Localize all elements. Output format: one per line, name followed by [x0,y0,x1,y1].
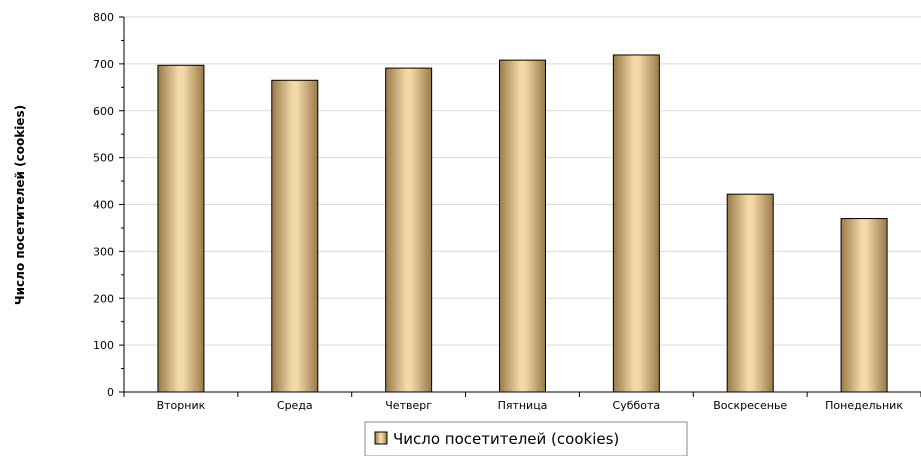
y-tick-label: 800 [93,11,114,24]
legend-swatch [374,431,388,445]
y-tick-label: 300 [93,245,114,258]
x-tick-label: Воскресенье [713,399,787,412]
x-tick-label: Пятница [498,399,548,412]
y-tick-label: 700 [93,58,114,71]
x-tick-label: Суббота [613,399,661,412]
y-tick-label: 400 [93,199,114,212]
x-tick-label: Четверг [385,399,432,412]
y-tick-label: 500 [93,152,114,165]
bar-3 [385,67,433,393]
bar-7 [840,218,888,393]
y-tick-label: 100 [93,339,114,352]
legend: Число посетителей (cookies) [364,421,688,456]
y-tick-label: 600 [93,105,114,118]
tick-labels: 0 100 200 300 400 500 600 700 800 Вторник Среда Чет… [93,11,903,412]
x-tick-label: Среда [277,399,313,412]
y-axis-label: Число посетителей (cookies) [13,105,27,305]
bar-5 [612,54,660,393]
legend-box [364,421,688,456]
legend-label: Число посетителей (cookies) [393,430,619,448]
bar-4 [499,59,546,393]
y-tick-label: 200 [93,292,114,305]
bar-2 [271,79,319,393]
y-tick-label: 0 [107,386,114,399]
x-tick-label: Понедельник [825,399,903,412]
bar-1 [157,64,205,393]
x-tick-label: Вторник [157,399,206,412]
bars [157,54,888,393]
bar-6 [726,193,774,393]
axes [119,16,921,397]
